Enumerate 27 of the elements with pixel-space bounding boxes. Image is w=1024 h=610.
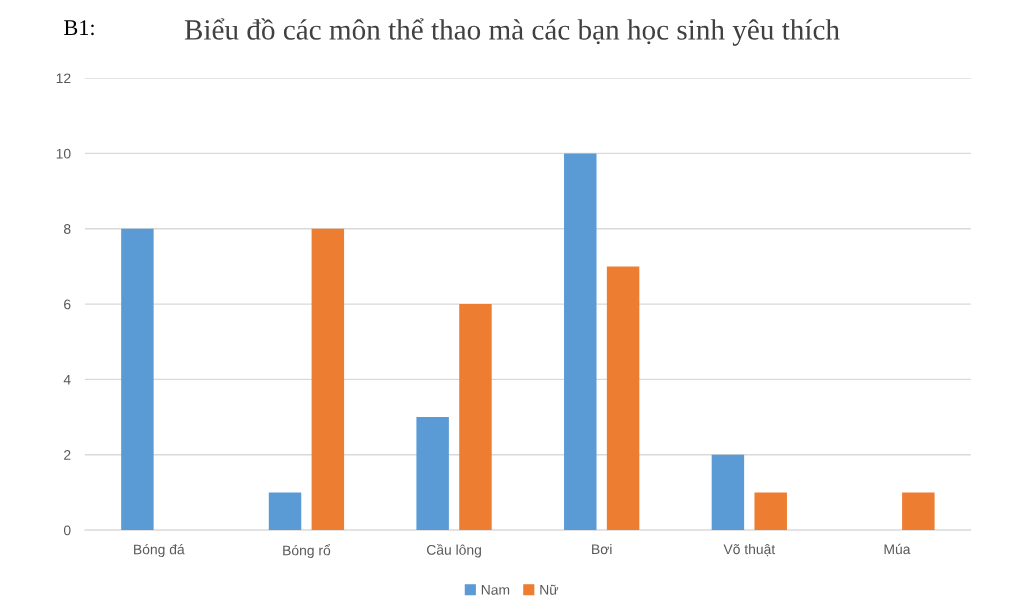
y-tick-label: 10 <box>56 148 71 159</box>
bar <box>416 417 449 531</box>
bar <box>121 228 154 531</box>
legend-label: Nữ <box>540 584 559 595</box>
y-tick-label: 4 <box>63 374 71 385</box>
legend-label: Nam <box>481 585 510 595</box>
y-tick-label: 6 <box>64 299 71 310</box>
x-tick-label: Bóng đá <box>134 543 185 558</box>
bar <box>564 153 597 531</box>
x-tick-label: Múa <box>884 543 911 555</box>
x-tick-label: Bóng rổ <box>283 543 331 559</box>
y-tick-label: 8 <box>63 224 71 234</box>
bar <box>268 492 302 531</box>
bar <box>459 304 492 531</box>
x-tick-label: Võ thuật <box>723 543 776 557</box>
bar <box>711 454 745 531</box>
y-tick-label: 2 <box>64 450 71 460</box>
x-tick-label: Bơi <box>592 543 612 555</box>
y-tick-label: 0 <box>63 525 71 536</box>
x-tick-label: Cầu lông <box>426 543 481 558</box>
bar <box>754 492 787 531</box>
bar <box>311 228 345 531</box>
chart-title: Biểu đồ các môn thể thao mà các bạn học sinh yêu thích <box>184 18 840 46</box>
bar <box>902 492 935 531</box>
bar <box>606 266 640 531</box>
y-tick-label: 12 <box>56 73 71 84</box>
text: B1: <box>64 20 94 36</box>
